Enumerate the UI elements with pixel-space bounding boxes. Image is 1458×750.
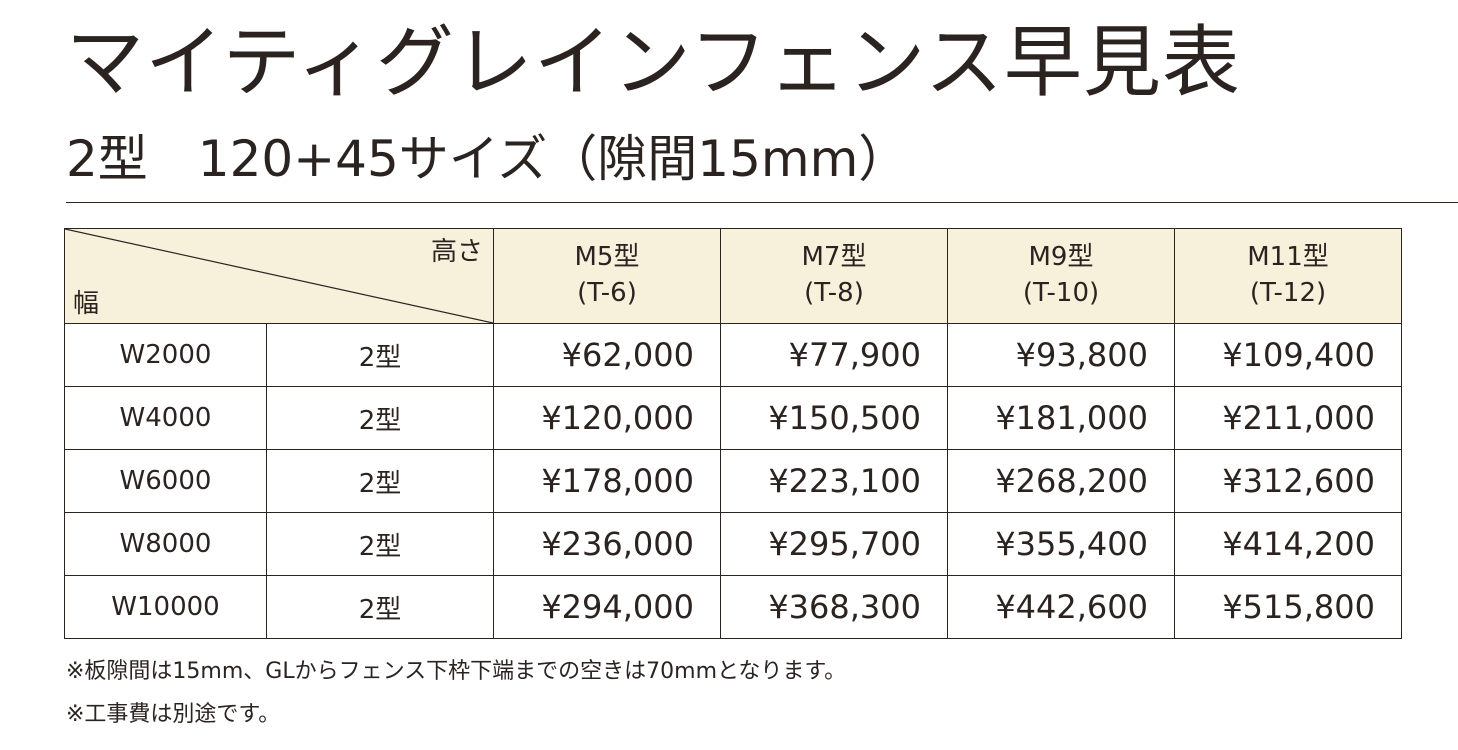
price-cell: ¥355,400 [947, 512, 1175, 576]
width-cell: W10000 [64, 575, 267, 639]
table-header-row: 高さ 幅 M5型 (T-6) M7型 (T-8) M9型 (T-10) M11型… [64, 228, 1402, 324]
width-cell: W2000 [64, 323, 267, 387]
width-axis-label: 幅 [73, 289, 100, 319]
price-cell: ¥223,100 [720, 449, 948, 513]
price-cell: ¥120,000 [493, 386, 721, 450]
table-row: W6000 2型 ¥178,000 ¥223,100 ¥268,200 ¥312… [64, 449, 1402, 513]
price-cell: ¥77,900 [720, 323, 948, 387]
note-construction-cost: ※工事費は別途です。 [66, 702, 281, 727]
price-cell: ¥268,200 [947, 449, 1175, 513]
column-header-m9: M9型 (T-10) [947, 228, 1175, 324]
price-cell: ¥515,800 [1174, 575, 1402, 639]
column-code: (T-12) [1249, 278, 1327, 308]
column-code: (T-6) [577, 278, 637, 308]
price-cell: ¥414,200 [1174, 512, 1402, 576]
column-model: M5型 [574, 242, 640, 273]
table-row: W4000 2型 ¥120,000 ¥150,500 ¥181,000 ¥211… [64, 386, 1402, 450]
table-row: W8000 2型 ¥236,000 ¥295,700 ¥355,400 ¥414… [64, 512, 1402, 576]
width-cell: W4000 [64, 386, 267, 450]
title-divider [66, 202, 1458, 203]
price-cell: ¥312,600 [1174, 449, 1402, 513]
height-axis-label: 高さ [430, 237, 483, 267]
type-cell: 2型 [266, 575, 494, 639]
price-cell: ¥178,000 [493, 449, 721, 513]
price-cell: ¥211,000 [1174, 386, 1402, 450]
width-cell: W8000 [64, 512, 267, 576]
type-cell: 2型 [266, 512, 494, 576]
column-model: M9型 [1028, 242, 1094, 273]
price-cell: ¥442,600 [947, 575, 1175, 639]
price-cell: ¥368,300 [720, 575, 948, 639]
table-row: W2000 2型 ¥62,000 ¥77,900 ¥93,800 ¥109,40… [64, 323, 1402, 387]
table-row: W10000 2型 ¥294,000 ¥368,300 ¥442,600 ¥51… [64, 575, 1402, 639]
corner-header-cell: 高さ 幅 [64, 228, 494, 324]
page-subtitle: 2型 120+45サイズ（隙間15mm） [66, 130, 909, 188]
price-cell: ¥62,000 [493, 323, 721, 387]
column-model: M7型 [801, 242, 867, 273]
column-header-m7: M7型 (T-8) [720, 228, 948, 324]
price-cell: ¥109,400 [1174, 323, 1402, 387]
price-table: 高さ 幅 M5型 (T-6) M7型 (T-8) M9型 (T-10) M11型… [64, 228, 1402, 639]
price-cell: ¥294,000 [493, 575, 721, 639]
price-cell: ¥150,500 [720, 386, 948, 450]
diagonal-line [65, 229, 493, 323]
note-gap-clearance: ※板隙間は15mm、GLからフェンス下枠下端までの空きは70mmとなります。 [66, 659, 847, 684]
column-code: (T-10) [1022, 278, 1100, 308]
price-cell: ¥93,800 [947, 323, 1175, 387]
price-cell: ¥295,700 [720, 512, 948, 576]
price-cell: ¥181,000 [947, 386, 1175, 450]
price-cell: ¥236,000 [493, 512, 721, 576]
column-header-m5: M5型 (T-6) [493, 228, 721, 324]
column-model: M11型 [1247, 242, 1329, 273]
type-cell: 2型 [266, 323, 494, 387]
page-title: マイティグレインフェンス早見表 [66, 18, 1241, 108]
type-cell: 2型 [266, 449, 494, 513]
column-header-m11: M11型 (T-12) [1174, 228, 1402, 324]
width-cell: W6000 [64, 449, 267, 513]
column-code: (T-8) [804, 278, 864, 308]
type-cell: 2型 [266, 386, 494, 450]
